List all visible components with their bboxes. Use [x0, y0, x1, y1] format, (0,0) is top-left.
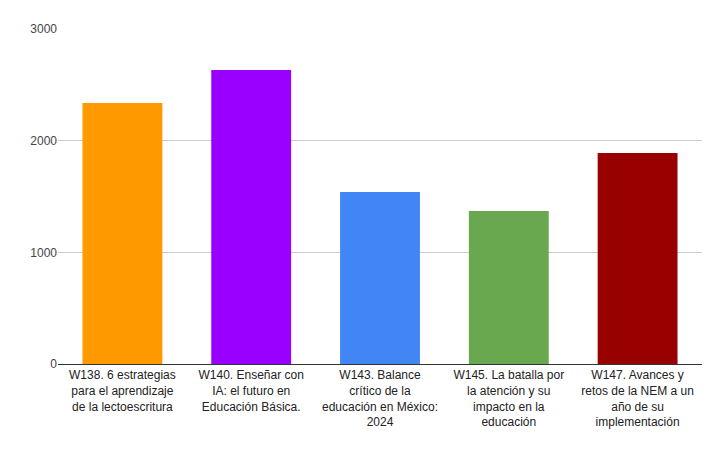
- svg-text:2000: 2000: [30, 134, 57, 148]
- svg-text:W145. La batalla porla atenció: W145. La batalla porla atención y suimpa…: [453, 368, 564, 429]
- svg-text:3000: 3000: [30, 22, 57, 36]
- svg-text:0: 0: [50, 357, 57, 371]
- svg-text:W138. 6 estrategiaspara el apr: W138. 6 estrategiaspara el aprendizajede…: [69, 368, 176, 413]
- svg-text:W143. Balancecrítico de laeduc: W143. Balancecrítico de laeducación en M…: [322, 368, 438, 429]
- svg-text:W140. Enseñar conIA: el futuro: W140. Enseñar conIA: el futuro enEducaci…: [198, 368, 303, 413]
- svg-text:W147. Avances yretos de la NEM: W147. Avances yretos de la NEM a unaño d…: [581, 368, 694, 429]
- svg-text:1000: 1000: [30, 246, 57, 260]
